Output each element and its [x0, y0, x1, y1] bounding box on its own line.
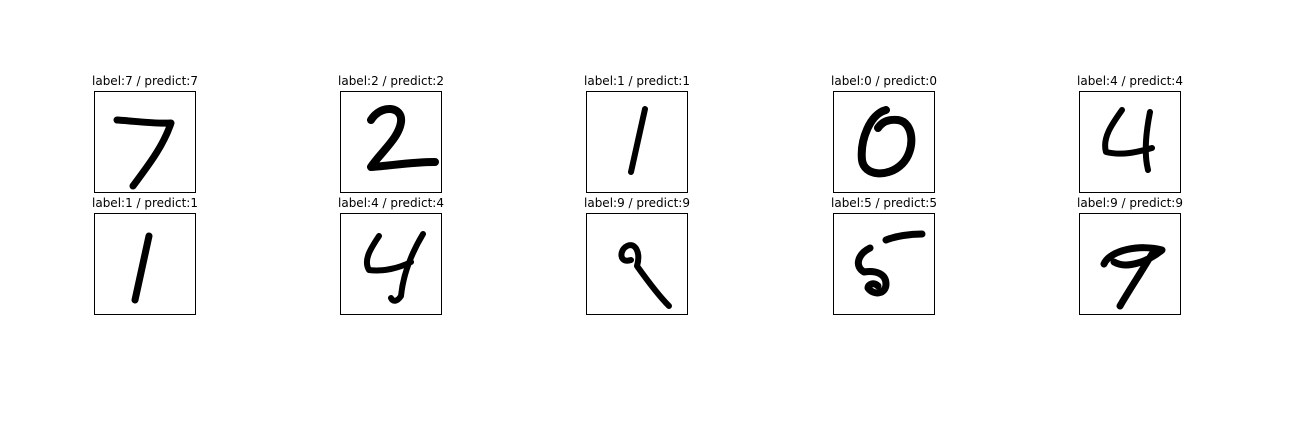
panel-title: label:9 / predict:9: [584, 196, 690, 210]
handwritten-four-glyph: [1102, 107, 1155, 173]
handwritten-four-glyph: [363, 231, 426, 304]
digit-image-4: [340, 213, 442, 315]
digit-image-4: [1079, 91, 1181, 193]
panel-title: label:4 / predict:4: [1077, 74, 1183, 88]
panel-title: label:1 / predict:1: [92, 196, 198, 210]
digit-panel-10: label:9 / predict:9: [1070, 196, 1190, 322]
digit-panel-7: label:4 / predict:4: [331, 196, 451, 322]
digit-image-1: [586, 91, 688, 193]
handwritten-seven-glyph: [113, 116, 175, 190]
handwritten-nine-glyph: [1100, 244, 1166, 310]
digit-image-5: [833, 213, 935, 315]
digit-panel-8: label:9 / predict:9: [577, 196, 697, 322]
handwritten-two-glyph: [367, 105, 439, 171]
digit-panel-5: label:4 / predict:4: [1070, 74, 1190, 200]
panel-title: label:1 / predict:1: [584, 74, 690, 88]
handwritten-zero-glyph: [857, 106, 916, 178]
handwritten-five-glyph: [854, 230, 926, 297]
digit-panel-3: label:1 / predict:1: [577, 74, 697, 200]
digit-panel-1: label:7 / predict:7: [85, 74, 205, 200]
panel-title: label:5 / predict:5: [831, 196, 937, 210]
digit-panel-9: label:5 / predict:5: [824, 196, 944, 322]
handwritten-one-glyph: [131, 232, 153, 304]
panel-title: label:4 / predict:4: [338, 196, 444, 210]
digit-image-7: [94, 91, 196, 193]
panel-title: label:0 / predict:0: [831, 74, 937, 88]
digit-panel-4: label:0 / predict:0: [824, 74, 944, 200]
digit-image-9: [1079, 213, 1181, 315]
panel-title: label:7 / predict:7: [92, 74, 198, 88]
digit-image-9: [586, 213, 688, 315]
handwritten-one-glyph: [628, 106, 648, 175]
panel-title: label:9 / predict:9: [1077, 196, 1183, 210]
digit-image-0: [833, 91, 935, 193]
digit-panel-2: label:2 / predict:2: [331, 74, 451, 200]
panel-title: label:2 / predict:2: [338, 74, 444, 88]
digit-image-1: [94, 213, 196, 315]
handwritten-nine-glyph: [618, 242, 672, 309]
digit-image-2: [340, 91, 442, 193]
digit-panel-6: label:1 / predict:1: [85, 196, 205, 322]
